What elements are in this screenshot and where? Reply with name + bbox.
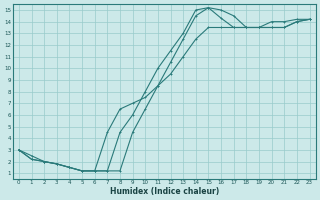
X-axis label: Humidex (Indice chaleur): Humidex (Indice chaleur) bbox=[109, 187, 219, 196]
